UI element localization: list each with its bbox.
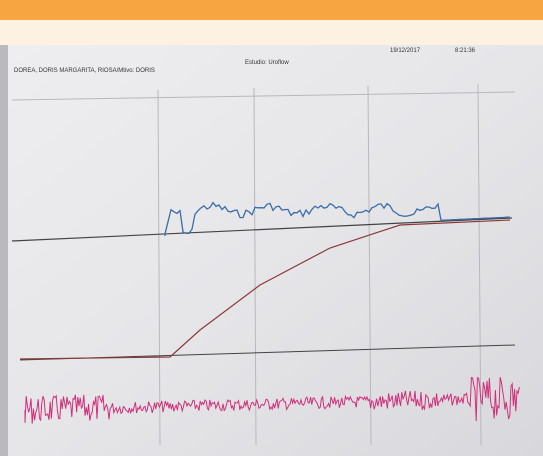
emg-trace [24,376,520,424]
study-date: 19/12/2017 [390,48,421,54]
flow-baseline [11,217,513,242]
volume-curve [19,219,511,360]
study-name: Estudio: Uroflow [245,60,289,66]
cream-bar [0,20,543,45]
study-time: 8:21:36 [455,48,476,54]
grid [11,83,516,446]
paper-photo [0,45,543,456]
patient-name: DOREA, DORIS MARGARITA, RIOSA/Mtivo: DOR… [14,68,155,74]
grid-line [253,87,257,446]
grid-line [11,91,516,101]
grid-line [367,85,372,446]
flow-curve [164,201,511,236]
grid-line [157,89,161,446]
grid-line [477,83,482,446]
orange-bar [0,0,543,20]
paper-edge [0,45,8,456]
